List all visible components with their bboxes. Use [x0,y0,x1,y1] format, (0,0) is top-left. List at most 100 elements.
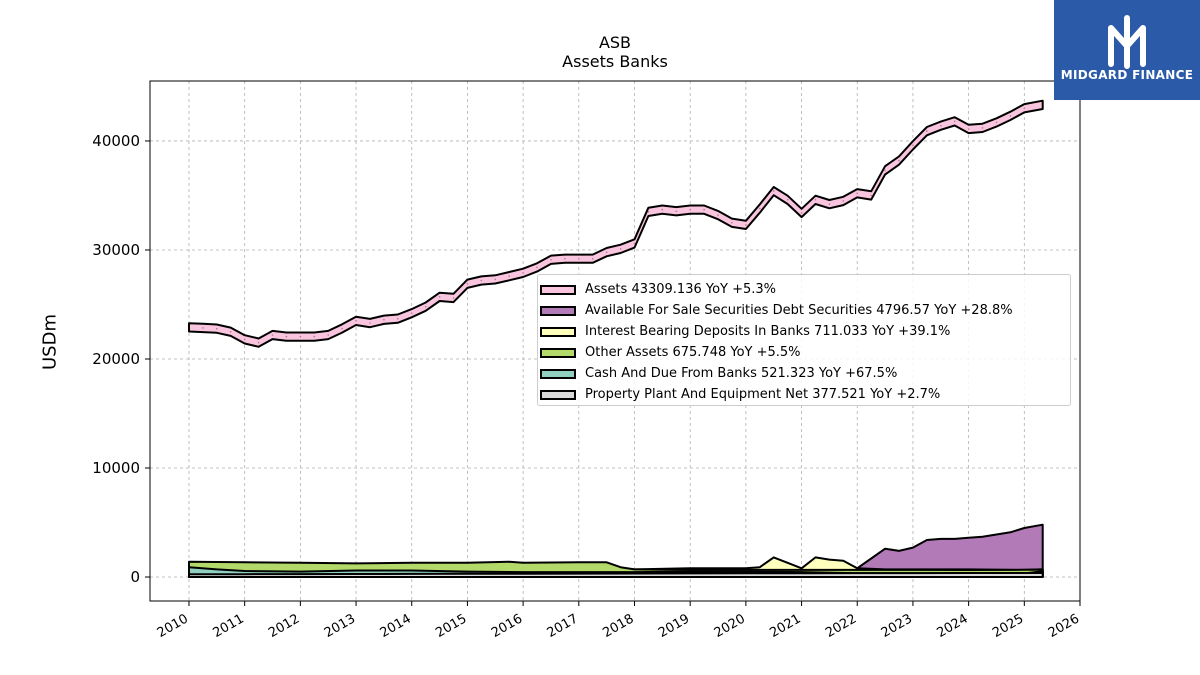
data-point [981,535,984,538]
data-point [967,128,970,130]
data-point [745,570,747,573]
x-tick-label: 2021 [767,611,803,641]
legend-item: Available For Sale Securities Debt Secur… [538,300,1013,321]
y-tick-label: 20000 [92,350,140,368]
x-tick-label: 2011 [211,611,247,641]
x-tick-label: 2019 [656,611,692,641]
data-point [522,572,524,575]
data-point [661,208,664,211]
data-point [299,335,302,338]
data-point [424,305,427,308]
x-tick-label: 2018 [600,611,636,641]
data-point [1023,572,1026,574]
data-point [466,570,469,573]
data-point [383,318,385,321]
data-point [564,257,566,260]
series-area [744,523,1044,578]
data-point [800,212,803,214]
y-axis-label: USDm [39,314,61,370]
y-tick-label: 0 [130,568,140,586]
data-point [578,571,580,573]
data-point [299,573,302,575]
data-point [967,537,970,539]
series-area [188,99,1044,348]
x-tick-label: 2014 [378,611,414,641]
legend-swatch [540,326,576,337]
data-point [856,192,858,195]
data-point [243,561,246,564]
data-point [508,275,511,277]
midgard-logo-icon [1108,15,1146,69]
series-property-plant-and-equipment-net [188,571,1044,578]
data-point [619,566,622,568]
y-tick-label: 30000 [92,241,140,259]
chart-title: ASB [598,33,632,52]
data-point [953,538,956,540]
data-point [995,121,998,124]
data-point [912,572,914,574]
data-point [912,144,914,147]
data-point [397,317,399,320]
data-point [355,562,357,565]
data-point [814,556,817,559]
data-point [1041,570,1044,573]
x-tick-label: 2016 [489,611,525,641]
data-point [967,572,970,574]
legend-swatch [540,389,576,400]
data-point [202,327,204,329]
data-point [926,539,928,541]
data-point [243,338,246,341]
data-point [745,567,747,570]
legend-label: Interest Bearing Deposits In Banks 711.0… [585,324,951,339]
data-point [1041,523,1044,526]
x-tick-label: 2023 [879,611,915,641]
data-point [438,296,441,298]
data-point [355,320,357,322]
data-point [355,569,357,572]
data-point [828,558,831,561]
data-point [522,272,524,274]
data-point [243,573,246,575]
data-point [786,199,789,201]
data-point [759,207,761,210]
legend-swatch [540,305,576,316]
data-point [953,120,956,123]
data-point [188,561,190,563]
data-point [410,562,413,564]
data-point [285,335,288,338]
data-point [940,538,942,540]
series-areas [188,99,1044,578]
x-tick-label: 2015 [433,611,469,641]
data-point [884,547,886,550]
data-point [647,211,650,213]
data-point [940,124,942,127]
series-area [188,571,1044,578]
data-point [772,190,775,192]
data-point [1041,572,1044,574]
y-tick-label: 10000 [92,459,140,477]
series-assets [188,99,1044,348]
data-point [299,570,302,573]
data-point [689,567,691,570]
data-point [591,257,594,260]
legend-label: Property Plant And Equipment Net 377.521… [585,387,941,402]
x-tick-label: 2012 [266,611,302,641]
x-tick-label: 2020 [712,611,748,641]
data-point [188,566,190,568]
data-point [912,546,914,549]
data-point [856,569,858,571]
x-tick-label: 2010 [155,611,191,641]
data-point [786,562,789,564]
data-point [731,221,733,224]
data-point [466,562,469,564]
data-point [703,208,705,211]
data-point [828,203,831,205]
data-point [605,561,608,564]
data-point [800,567,803,570]
data-point [369,322,371,324]
data-point [689,569,691,571]
data-point [912,569,914,571]
data-point [689,570,691,573]
data-point [578,572,580,575]
data-point [1023,107,1026,110]
